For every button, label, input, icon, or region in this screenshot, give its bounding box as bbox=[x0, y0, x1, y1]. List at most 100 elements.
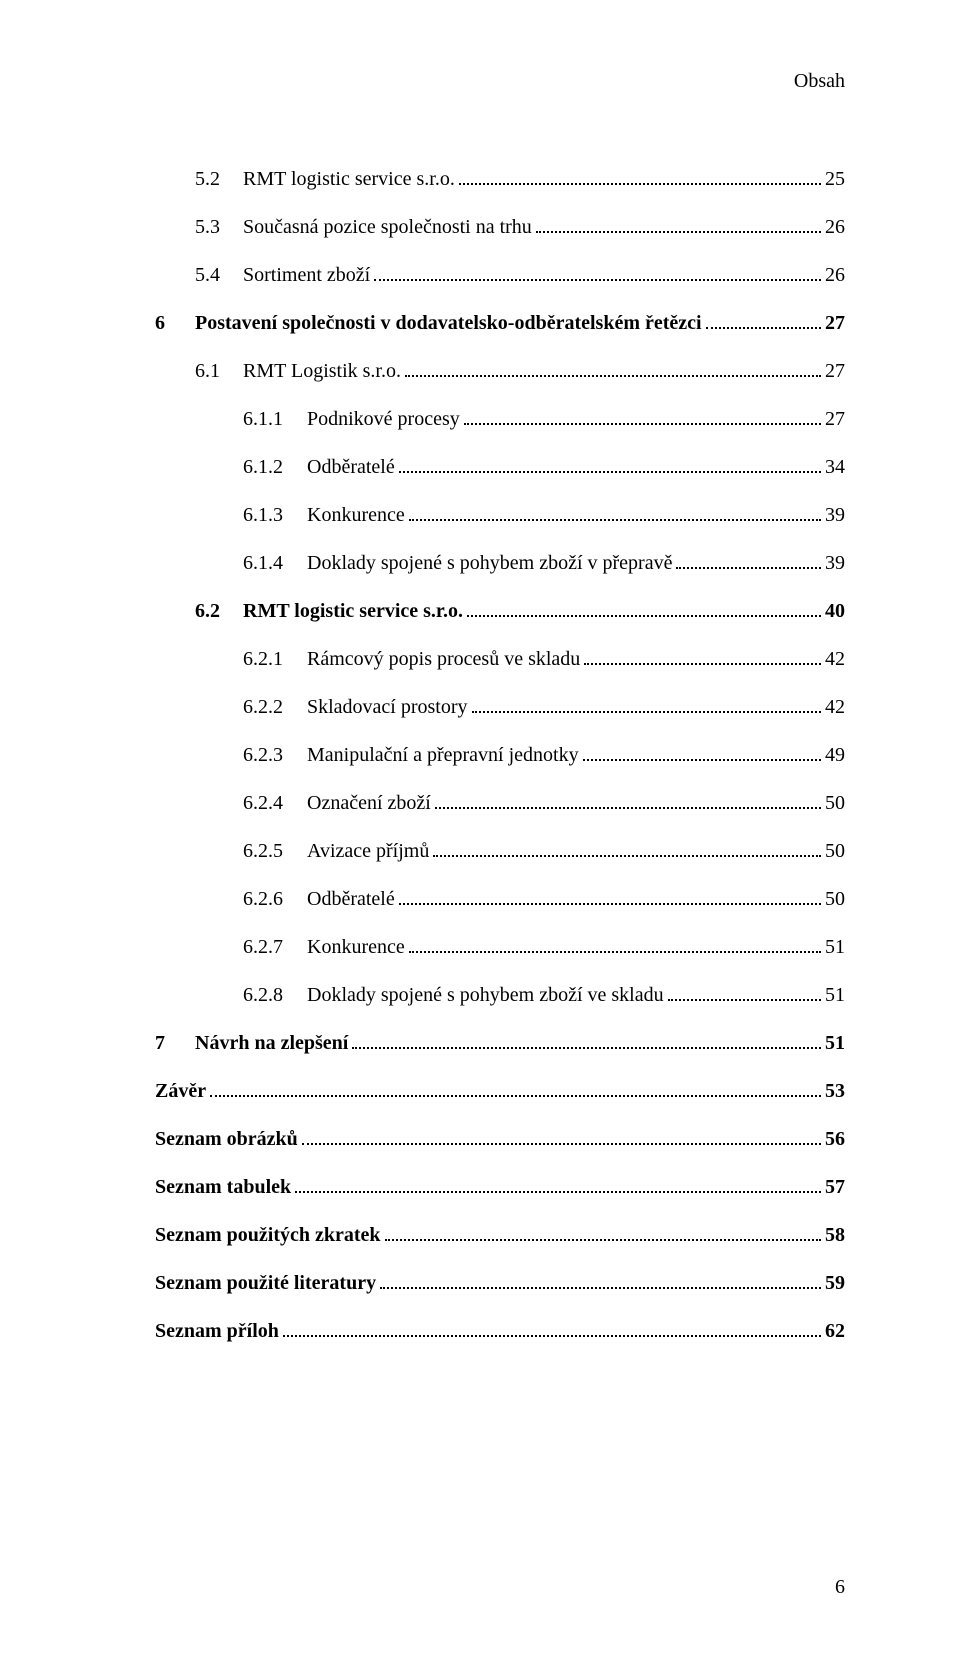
toc-entry-number: 6.2.4 bbox=[243, 791, 307, 815]
toc-dot-leader bbox=[459, 172, 821, 185]
toc-entry-page: 51 bbox=[825, 1031, 845, 1055]
toc-entry-number: 5.3 bbox=[195, 215, 243, 239]
toc-entry-page: 40 bbox=[825, 599, 845, 623]
toc-entry: 5.3Současná pozice společnosti na trhu 26 bbox=[155, 215, 845, 239]
toc-entry-number: 6.2 bbox=[195, 599, 243, 623]
toc-entry-page: 58 bbox=[825, 1223, 845, 1247]
toc-entry-number: 6.2.2 bbox=[243, 695, 307, 719]
toc-dot-leader bbox=[385, 1228, 821, 1241]
toc-dot-leader bbox=[584, 652, 821, 665]
toc-dot-leader bbox=[464, 412, 821, 425]
toc-dot-leader bbox=[435, 796, 821, 809]
toc-entry-page: 50 bbox=[825, 887, 845, 911]
toc-entry: 6.1.4Doklady spojené s pohybem zboží v p… bbox=[155, 551, 845, 575]
toc-entry-number: 6 bbox=[155, 311, 195, 335]
toc-entry-number: 6.1.2 bbox=[243, 455, 307, 479]
toc-entry-label: Skladovací prostory bbox=[307, 695, 468, 719]
toc-dot-leader bbox=[399, 892, 821, 905]
toc-entry-number: 6.1.4 bbox=[243, 551, 307, 575]
toc-entry: Seznam použitých zkratek58 bbox=[155, 1223, 845, 1247]
toc-entry-page: 26 bbox=[825, 215, 845, 239]
toc-entry: 5.4Sortiment zboží 26 bbox=[155, 263, 845, 287]
toc-entry-number: 5.4 bbox=[195, 263, 243, 287]
toc-entry-label: Návrh na zlepšení bbox=[195, 1031, 348, 1055]
toc-dot-leader bbox=[409, 940, 821, 953]
toc-entry-page: 51 bbox=[825, 983, 845, 1007]
toc-entry-number: 6.2.8 bbox=[243, 983, 307, 1007]
toc-entry-label: Podnikové procesy bbox=[307, 407, 460, 431]
toc-entry-label: Označení zboží bbox=[307, 791, 431, 815]
toc-entry-label: Současná pozice společnosti na trhu bbox=[243, 215, 532, 239]
toc-entry: 6.2.8Doklady spojené s pohybem zboží ve … bbox=[155, 983, 845, 1007]
toc-entry-page: 27 bbox=[825, 407, 845, 431]
toc-entry-page: 34 bbox=[825, 455, 845, 479]
toc-entry-label: Manipulační a přepravní jednotky bbox=[307, 743, 579, 767]
toc-entry-label: Doklady spojené s pohybem zboží v přepra… bbox=[307, 551, 672, 575]
toc-entry-number: 6.2.1 bbox=[243, 647, 307, 671]
toc-entry-label: Avizace příjmů bbox=[307, 839, 429, 863]
toc-entry-label: RMT logistic service s.r.o. bbox=[243, 167, 455, 191]
toc-entry-page: 39 bbox=[825, 551, 845, 575]
toc-dot-leader bbox=[467, 604, 821, 617]
toc-entry-page: 53 bbox=[825, 1079, 845, 1103]
toc-entry-page: 50 bbox=[825, 839, 845, 863]
toc-entry-page: 26 bbox=[825, 263, 845, 287]
toc-entry-number: 6.2.7 bbox=[243, 935, 307, 959]
toc-dot-leader bbox=[295, 1180, 821, 1193]
toc-entry: 6.2.1Rámcový popis procesů ve skladu42 bbox=[155, 647, 845, 671]
toc-dot-leader bbox=[399, 460, 821, 473]
toc-dot-leader bbox=[302, 1132, 821, 1145]
toc-entry-label: Seznam příloh bbox=[155, 1319, 279, 1343]
toc-entry: 6.1.2Odběratelé 34 bbox=[155, 455, 845, 479]
toc-entry-page: 56 bbox=[825, 1127, 845, 1151]
toc-entry-number: 6.1.3 bbox=[243, 503, 307, 527]
toc-entry-number: 6.2.6 bbox=[243, 887, 307, 911]
toc-entry: 6.2.6Odběratelé 50 bbox=[155, 887, 845, 911]
toc-entry: 6.2.5Avizace příjmů 50 bbox=[155, 839, 845, 863]
toc-entry: 6.2RMT logistic service s.r.o. 40 bbox=[155, 599, 845, 623]
toc-entry-label: Odběratelé bbox=[307, 455, 395, 479]
toc-entry-label: Konkurence bbox=[307, 503, 405, 527]
toc-entry: 6.2.2Skladovací prostory42 bbox=[155, 695, 845, 719]
toc-entry: 6.1RMT Logistik s.r.o.27 bbox=[155, 359, 845, 383]
toc-dot-leader bbox=[536, 220, 821, 233]
toc-entry: Seznam tabulek 57 bbox=[155, 1175, 845, 1199]
toc-entry: 6.1.3Konkurence 39 bbox=[155, 503, 845, 527]
toc-dot-leader bbox=[380, 1276, 821, 1289]
toc-entry-number: 5.2 bbox=[195, 167, 243, 191]
toc-entry-label: Konkurence bbox=[307, 935, 405, 959]
toc-entry-label: Postavení společnosti v dodavatelsko-odb… bbox=[195, 311, 702, 335]
toc-entry-label: Sortiment zboží bbox=[243, 263, 370, 287]
toc-entry-page: 27 bbox=[825, 359, 845, 383]
toc-entry-label: Odběratelé bbox=[307, 887, 395, 911]
toc-entry: 6.2.4Označení zboží50 bbox=[155, 791, 845, 815]
toc-entry-label: Seznam obrázků bbox=[155, 1127, 298, 1151]
toc-entry: 6Postavení společnosti v dodavatelsko-od… bbox=[155, 311, 845, 335]
toc-entry-number: 6.2.5 bbox=[243, 839, 307, 863]
toc-entry-label: RMT logistic service s.r.o. bbox=[243, 599, 463, 623]
toc-entry-page: 62 bbox=[825, 1319, 845, 1343]
toc-entry-number: 6.2.3 bbox=[243, 743, 307, 767]
toc-entry-label: Seznam tabulek bbox=[155, 1175, 291, 1199]
running-head: Obsah bbox=[794, 70, 845, 93]
toc-entry-page: 39 bbox=[825, 503, 845, 527]
toc-dot-leader bbox=[283, 1324, 821, 1337]
toc-entry-page: 49 bbox=[825, 743, 845, 767]
toc-dot-leader bbox=[676, 556, 821, 569]
toc-entry: Seznam obrázků 56 bbox=[155, 1127, 845, 1151]
toc-entry-number: 6.1 bbox=[195, 359, 243, 383]
toc-entry: Závěr53 bbox=[155, 1079, 845, 1103]
toc-dot-leader bbox=[405, 364, 821, 377]
toc-entry: 5.2RMT logistic service s.r.o. 25 bbox=[155, 167, 845, 191]
toc-entry-number: 6.1.1 bbox=[243, 407, 307, 431]
toc-entry-number: 7 bbox=[155, 1031, 195, 1055]
toc-entry-label: Rámcový popis procesů ve skladu bbox=[307, 647, 580, 671]
toc-dot-leader bbox=[472, 700, 821, 713]
toc-entry-page: 57 bbox=[825, 1175, 845, 1199]
toc-entry-page: 25 bbox=[825, 167, 845, 191]
toc-dot-leader bbox=[433, 844, 821, 857]
toc-entry: 6.2.7Konkurence51 bbox=[155, 935, 845, 959]
toc-dot-leader bbox=[583, 748, 821, 761]
toc-entry-page: 27 bbox=[825, 311, 845, 335]
toc-entry-page: 59 bbox=[825, 1271, 845, 1295]
